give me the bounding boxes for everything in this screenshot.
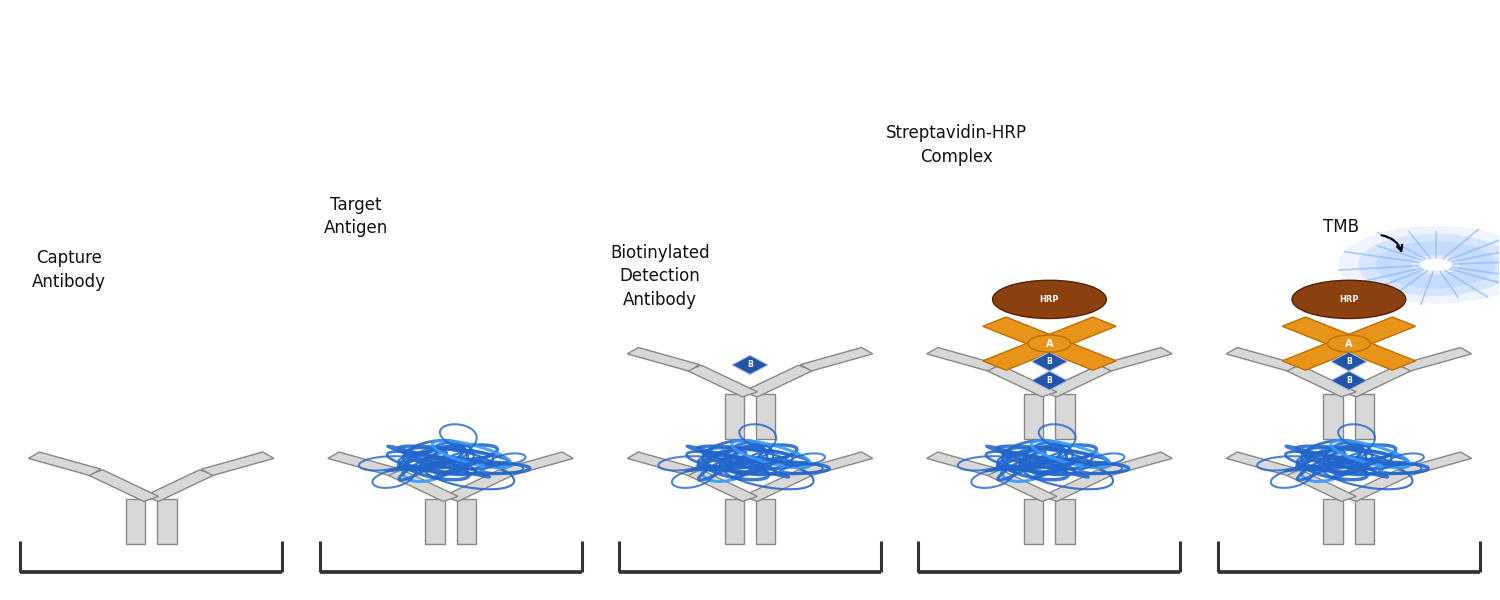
Polygon shape <box>687 365 758 397</box>
Circle shape <box>1412 255 1460 274</box>
Polygon shape <box>724 499 744 544</box>
Circle shape <box>1376 241 1496 289</box>
Circle shape <box>1420 259 1450 271</box>
Polygon shape <box>1341 470 1412 502</box>
Polygon shape <box>982 339 1060 370</box>
Text: Biotinylated
Detection
Antibody: Biotinylated Detection Antibody <box>610 244 710 309</box>
Polygon shape <box>1286 365 1356 397</box>
Polygon shape <box>1282 339 1360 370</box>
Polygon shape <box>1400 347 1472 371</box>
Polygon shape <box>158 499 177 544</box>
Polygon shape <box>1400 452 1472 476</box>
Polygon shape <box>126 499 146 544</box>
Text: B: B <box>1346 376 1352 385</box>
Text: HRP: HRP <box>1040 295 1059 304</box>
Polygon shape <box>28 452 100 476</box>
Polygon shape <box>1056 499 1076 544</box>
Polygon shape <box>1354 394 1374 439</box>
Text: TMB: TMB <box>1323 218 1359 236</box>
Polygon shape <box>986 365 1058 397</box>
Circle shape <box>1028 335 1071 352</box>
Text: Streptavidin-HRP
Complex: Streptavidin-HRP Complex <box>886 124 1028 166</box>
Polygon shape <box>732 355 768 374</box>
Polygon shape <box>1032 352 1068 371</box>
Polygon shape <box>1024 394 1044 439</box>
Polygon shape <box>1226 452 1299 476</box>
Text: B: B <box>747 361 753 370</box>
Polygon shape <box>982 317 1060 348</box>
Polygon shape <box>627 452 701 476</box>
Polygon shape <box>1330 371 1366 390</box>
Polygon shape <box>1282 317 1360 348</box>
Ellipse shape <box>1292 280 1406 319</box>
Polygon shape <box>742 470 813 502</box>
Polygon shape <box>1323 499 1342 544</box>
Polygon shape <box>442 470 514 502</box>
Polygon shape <box>1032 371 1068 390</box>
Text: Target
Antigen: Target Antigen <box>324 196 388 237</box>
Polygon shape <box>201 452 274 476</box>
Circle shape <box>1394 248 1478 281</box>
Polygon shape <box>144 470 214 502</box>
Polygon shape <box>1330 352 1366 371</box>
Text: Capture
Antibody: Capture Antibody <box>32 250 106 291</box>
Polygon shape <box>1286 470 1356 502</box>
Polygon shape <box>1042 470 1113 502</box>
Text: HRP: HRP <box>1340 295 1359 304</box>
Text: A: A <box>1046 338 1053 349</box>
Polygon shape <box>328 452 400 476</box>
Polygon shape <box>756 499 776 544</box>
Polygon shape <box>927 347 999 371</box>
Circle shape <box>1328 335 1371 352</box>
Polygon shape <box>756 394 776 439</box>
Polygon shape <box>1042 365 1113 397</box>
Polygon shape <box>724 394 744 439</box>
Polygon shape <box>927 452 999 476</box>
Polygon shape <box>986 470 1058 502</box>
Text: B: B <box>1346 357 1352 366</box>
Polygon shape <box>1024 499 1044 544</box>
Polygon shape <box>1100 452 1172 476</box>
Polygon shape <box>1341 365 1412 397</box>
Polygon shape <box>1336 317 1416 348</box>
Polygon shape <box>456 499 476 544</box>
Polygon shape <box>1226 347 1299 371</box>
Polygon shape <box>687 470 758 502</box>
Polygon shape <box>1100 347 1172 371</box>
Text: A: A <box>1346 338 1353 349</box>
Polygon shape <box>501 452 573 476</box>
Polygon shape <box>1038 339 1116 370</box>
Polygon shape <box>742 365 813 397</box>
Polygon shape <box>424 499 444 544</box>
Polygon shape <box>1323 394 1342 439</box>
Polygon shape <box>800 347 873 371</box>
Text: B: B <box>1047 357 1053 366</box>
Polygon shape <box>1038 317 1116 348</box>
Polygon shape <box>1354 499 1374 544</box>
Polygon shape <box>800 452 873 476</box>
Ellipse shape <box>993 280 1107 319</box>
Polygon shape <box>387 470 458 502</box>
Polygon shape <box>627 347 701 371</box>
Circle shape <box>1358 234 1500 296</box>
Circle shape <box>1338 226 1500 304</box>
Polygon shape <box>1336 339 1416 370</box>
Polygon shape <box>88 470 159 502</box>
Text: B: B <box>1047 376 1053 385</box>
Polygon shape <box>1056 394 1076 439</box>
